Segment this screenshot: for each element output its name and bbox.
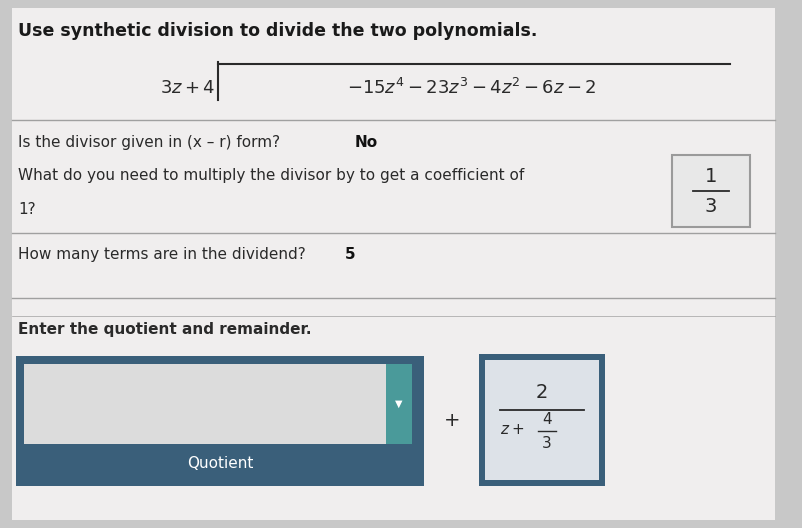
Text: 2: 2 [535, 382, 548, 401]
Text: What do you need to multiply the divisor by to get a coefficient of: What do you need to multiply the divisor… [18, 168, 524, 183]
Text: Use synthetic division to divide the two polynomials.: Use synthetic division to divide the two… [18, 22, 537, 40]
Bar [671, 155, 749, 227]
Text: Is the divisor given in (x – r) form?: Is the divisor given in (x – r) form? [18, 135, 280, 150]
Bar [386, 364, 411, 444]
Text: 1: 1 [704, 167, 716, 186]
Text: $-15z^4-23z^3-4z^2-6z-2$: $-15z^4-23z^3-4z^2-6z-2$ [346, 78, 596, 98]
Text: 4: 4 [541, 412, 551, 428]
Text: 3: 3 [541, 437, 551, 451]
Text: ▼: ▼ [395, 399, 403, 409]
Bar [484, 360, 598, 480]
Text: How many terms are in the dividend?: How many terms are in the dividend? [18, 247, 306, 262]
Text: No: No [354, 135, 378, 150]
Bar [16, 356, 423, 486]
Text: 1?: 1? [18, 202, 35, 217]
Text: 3: 3 [704, 197, 716, 216]
Text: 5: 5 [345, 247, 355, 262]
Text: +: + [444, 411, 460, 430]
Bar [24, 364, 386, 444]
Bar [479, 354, 604, 486]
Text: Quotient: Quotient [187, 457, 253, 472]
Text: $3z+4$: $3z+4$ [160, 79, 215, 97]
Text: $z+$: $z+$ [499, 422, 524, 438]
Text: Enter the quotient and remainder.: Enter the quotient and remainder. [18, 322, 311, 337]
